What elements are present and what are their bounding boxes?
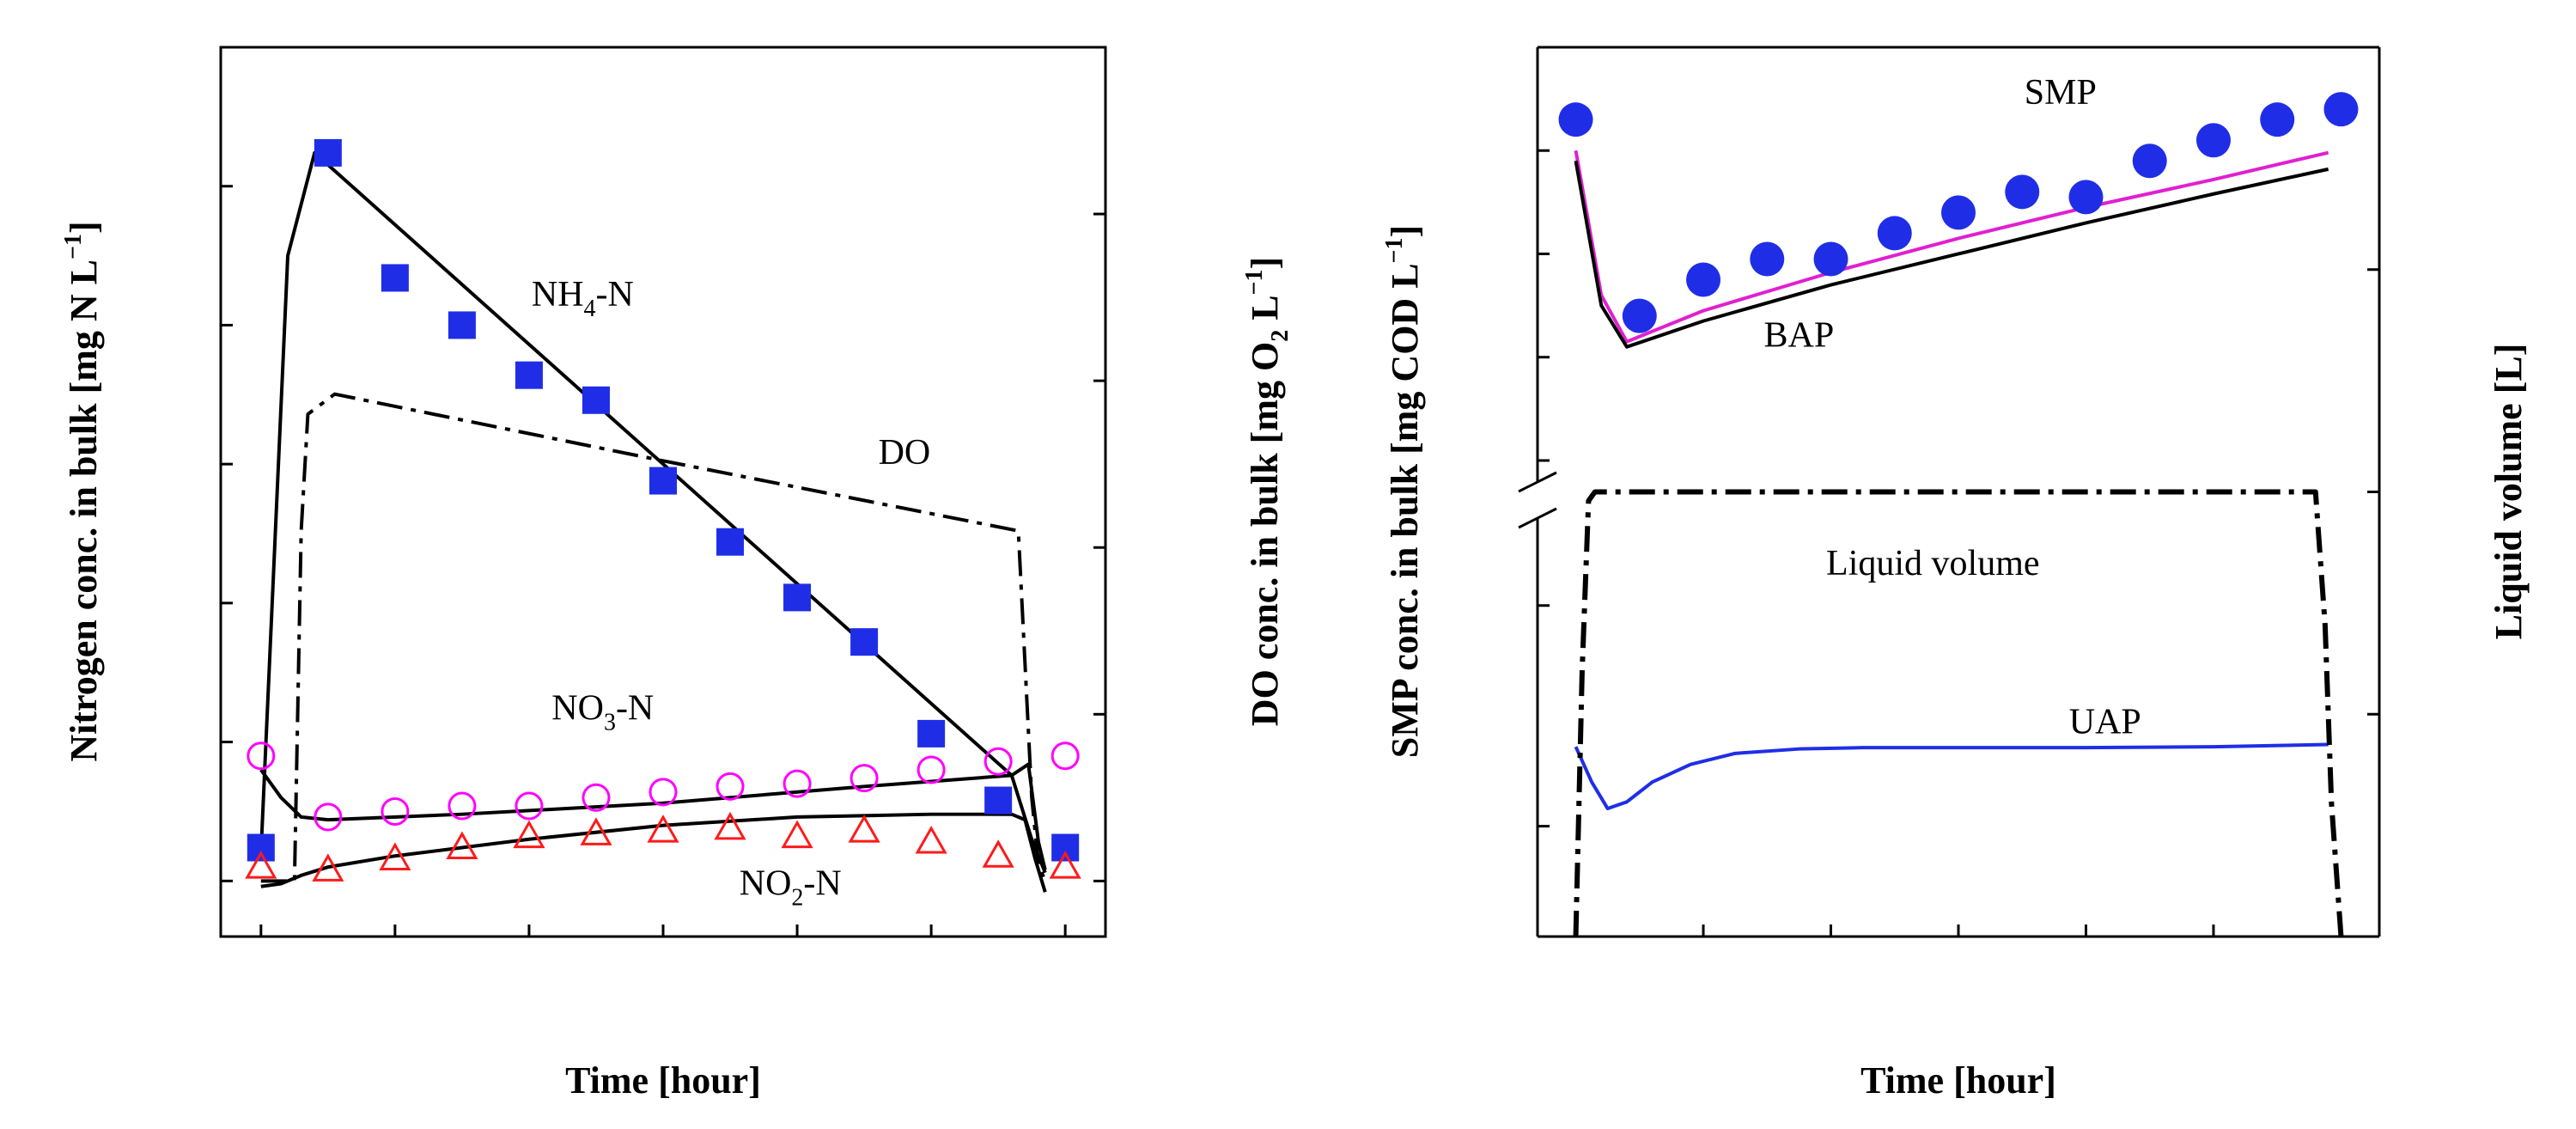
smp-measured-point <box>1622 298 1657 333</box>
smp-measured-point <box>2132 143 2167 179</box>
no3-n-measured-point <box>917 755 946 784</box>
nh4-n-measured-point <box>783 583 812 612</box>
annotation-no3-n: NO3-N <box>551 689 654 736</box>
smp-measured-point <box>2323 92 2359 127</box>
no2-n-measured-point <box>513 820 545 849</box>
smp-measured-point <box>1941 195 1976 230</box>
axis-break-mark-upper <box>1518 471 1557 493</box>
nh4-n-measured-point <box>1051 833 1080 862</box>
do-label-end: ] <box>1244 257 1286 270</box>
smp-measured-point <box>1877 216 1912 251</box>
smp-measured-point <box>1686 262 1721 297</box>
no2-n-measured-point <box>580 817 612 845</box>
nh4-n-measured-point <box>582 386 610 414</box>
nh4-n-measured-point <box>314 138 342 167</box>
left-y-label-main: Nitrogen conc. in bulk [mg N L <box>63 259 105 762</box>
annotation-uap: UAP <box>2069 703 2141 742</box>
no2-n-measured-point <box>714 811 746 840</box>
no2-n-measured-point <box>915 826 947 854</box>
no3-n-measured-point <box>850 764 879 793</box>
nh4-n-model-line <box>259 150 1047 874</box>
nh4-n-measured-point <box>515 361 543 389</box>
no3-n-measured-point <box>1050 741 1080 771</box>
no2-n-measured-point <box>379 842 411 870</box>
uap-model-line <box>1574 742 2329 811</box>
no3-n-measured-point <box>649 778 678 807</box>
smp-label-end: ] <box>1384 225 1426 238</box>
right-right-axis-label: Liquid volume [L] <box>2488 344 2530 640</box>
left-x-axis-label: Time [hour] <box>565 1059 761 1102</box>
no3-n-model-line <box>259 762 1047 870</box>
do-label-main: DO conc. in bulk [mg O <box>1244 342 1286 726</box>
no2-n-measured-point <box>446 831 478 859</box>
axis-break-mark-lower <box>1518 507 1557 529</box>
annotation-liquid-volume: Liquid volume <box>1826 544 2039 583</box>
no3-n-measured-point <box>582 783 611 812</box>
no2-n-measured-point <box>848 815 880 843</box>
smp-measured-point <box>2005 174 2040 210</box>
no2-n-measured-point <box>245 851 277 879</box>
left-y-label-exp: −1 <box>60 234 87 259</box>
do-label-sub: 2 <box>1267 330 1294 342</box>
left-y-label-end: ] <box>63 221 105 234</box>
no3-n-measured-point <box>783 769 812 798</box>
nh4-n-measured-point <box>381 264 409 292</box>
right-y-axis-label: SMP conc. in bulk [mg COD L−1] <box>1381 225 1426 758</box>
nh4-n-measured-point <box>716 528 745 556</box>
smp-measured-point <box>2195 123 2231 158</box>
no3-n-measured-point <box>314 803 343 832</box>
nh4-n-measured-point <box>917 719 946 748</box>
no2-n-measured-point <box>312 853 344 882</box>
bap-model-line <box>1574 160 2329 349</box>
nh4-n-measured-point <box>448 311 476 339</box>
smp-measured-point <box>2260 102 2295 137</box>
nh4-n-measured-point <box>984 786 1013 815</box>
smp-label-main: SMP conc. in bulk [mg COD L <box>1384 263 1426 758</box>
nh4-n-measured-point <box>649 467 677 495</box>
smp-measured-point <box>2068 180 2104 215</box>
smp-measured-point <box>1750 241 1785 277</box>
nh4-n-measured-point <box>850 628 879 656</box>
annotation-bap: BAP <box>1764 316 1835 356</box>
no2-n-measured-point <box>781 820 813 849</box>
liquid-volume-line <box>1573 489 2344 937</box>
no2-n-measured-point <box>982 839 1014 868</box>
right-chart: SMP BAP Liquid volume UAP Time [hour] SMP c… <box>1381 46 2530 1102</box>
right-x-axis-label: Time [hour] <box>1860 1059 2056 1102</box>
smp-model-line <box>1574 150 2329 344</box>
do-model-line <box>260 392 1047 883</box>
left-right-axis-label: DO conc. in bulk [mg O2 L−1] <box>1241 257 1294 726</box>
no3-n-measured-point <box>381 796 410 826</box>
annotation-smp: SMP <box>2025 73 2097 113</box>
smp-measured-point <box>1813 241 1848 277</box>
left-y-axis-label: Nitrogen conc. in bulk [mg N L−1] <box>60 221 105 761</box>
no3-n-measured-point <box>448 791 477 821</box>
do-label-unit: L <box>1244 295 1286 329</box>
no2-n-measured-point <box>647 815 679 843</box>
smp-measured-point <box>1558 102 1593 137</box>
annotation-do: DO <box>879 433 931 473</box>
do-label-exp: −1 <box>1241 269 1268 295</box>
no3-n-measured-point <box>984 747 1013 776</box>
no2-n-model-line <box>260 812 1047 893</box>
annotation-nh4-n: NH4-N <box>532 275 634 322</box>
annotation-no2-n: NO2-N <box>740 864 842 911</box>
no3-n-measured-point <box>716 772 745 801</box>
left-chart: NH4-N DO NO3-N NO2-N Time [hour] Nitrogen c… <box>60 46 1294 1102</box>
nh4-n-measured-point <box>247 833 275 862</box>
no2-n-measured-point <box>1049 851 1081 879</box>
no3-n-measured-point <box>515 791 544 821</box>
smp-label-exp: −1 <box>1381 237 1408 263</box>
no3-n-measured-point <box>247 741 276 771</box>
